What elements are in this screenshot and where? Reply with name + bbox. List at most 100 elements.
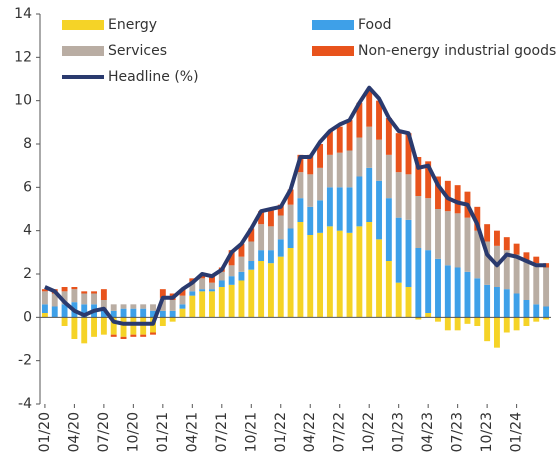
bar-segment [474, 230, 481, 279]
bar-segment [435, 209, 441, 259]
bar-segment [267, 209, 274, 227]
bar-segment [405, 174, 412, 220]
bar-segment [326, 131, 333, 155]
bar-segment [189, 295, 196, 318]
bar-segment [71, 289, 78, 303]
bar-segment [169, 310, 176, 318]
y-tick-label: -4 [18, 396, 32, 412]
bar-segment [140, 334, 147, 337]
bar-segment [297, 198, 304, 222]
bar-segment [415, 157, 422, 196]
bar-segment [454, 267, 461, 318]
bar-segment [523, 300, 530, 318]
bar-segment [474, 206, 481, 231]
bar-segment [228, 250, 235, 266]
x-tick-label: 01/23 [391, 412, 407, 452]
y-tick-label: 8 [23, 136, 32, 152]
bar-segment [110, 334, 117, 337]
x-tick-label: 01/24 [509, 412, 525, 452]
bar-segment [385, 154, 392, 199]
x-tick-label: 10/23 [479, 412, 495, 452]
bar-segment [454, 317, 461, 331]
bar-segment [159, 317, 166, 326]
bar-segment [405, 133, 412, 175]
bar-segment [435, 258, 441, 318]
bar-segment [238, 271, 245, 281]
bar-segment [140, 317, 147, 335]
bar-segment [248, 241, 255, 261]
bar-segment [277, 215, 284, 240]
bar-segment [81, 293, 88, 305]
bar-segment [258, 250, 265, 261]
bar-segment [100, 317, 107, 335]
bar-segment [150, 304, 156, 311]
bar-segment [51, 306, 58, 318]
bar-segment [179, 289, 186, 296]
bar-segment [395, 133, 402, 173]
bar-segment [209, 282, 215, 290]
bar-segment [130, 317, 137, 335]
bar-segment [376, 239, 382, 318]
bar-segment [100, 308, 107, 318]
bar-segment [336, 187, 343, 231]
bar-segment [209, 291, 215, 318]
bar-segment [199, 289, 206, 292]
bar-segment [199, 291, 206, 318]
bar-segment [326, 226, 333, 318]
bar-segment [366, 167, 373, 222]
x-tick-label: 10/22 [361, 412, 377, 452]
bar-segment [218, 287, 225, 318]
bar-segment [326, 187, 333, 227]
bar-segment [513, 243, 520, 255]
bar-segment [366, 89, 373, 127]
y-tick-label: 10 [14, 93, 32, 109]
bar-segment [503, 289, 510, 318]
bar-segment [61, 317, 68, 326]
legend-label: Services [108, 43, 167, 59]
bar-segment [267, 250, 274, 264]
x-tick-label: 04/21 [184, 412, 200, 452]
bar-segment [503, 250, 510, 290]
bar-segment [209, 289, 215, 292]
bar-segment [376, 180, 382, 240]
bar-segment [189, 282, 196, 292]
bar-segment [199, 278, 206, 290]
bar-segment [267, 263, 274, 318]
bar-segment [120, 317, 127, 337]
bar-segment [425, 198, 432, 251]
bar-segment [307, 154, 314, 175]
bar-segment [415, 317, 422, 320]
bar-segment [258, 224, 265, 251]
bar-segment [395, 282, 402, 318]
bar-segment [435, 317, 441, 322]
bar-segment [91, 291, 97, 294]
bar-segment [110, 304, 117, 311]
bar-segment [228, 284, 235, 318]
legend-label: Headline (%) [108, 69, 199, 85]
bar-segment [41, 304, 48, 313]
bar-segment [405, 219, 412, 287]
bar-segment [494, 230, 500, 246]
bar-segment [543, 306, 550, 318]
x-tick-label: 10/21 [243, 412, 259, 452]
bar-segment [179, 308, 186, 318]
bar-segment [484, 284, 491, 318]
bar-segment [120, 304, 127, 309]
bar-segment [533, 256, 540, 264]
bar-segment [179, 304, 186, 309]
bar-segment [425, 250, 432, 313]
bar-segment [297, 222, 304, 318]
bar-segment [356, 226, 363, 318]
bar-segment [435, 176, 441, 209]
bar-segment [415, 196, 422, 248]
bar-segment [385, 118, 392, 155]
x-tick-label: 04/23 [420, 412, 436, 452]
legend-label: Energy [108, 17, 157, 33]
bar-segment [248, 261, 255, 270]
bar-segment [444, 211, 451, 266]
bar-segment [474, 278, 481, 318]
bar-segment [543, 317, 550, 320]
bar-segment [61, 287, 68, 292]
bar-segment [248, 269, 255, 318]
bar-segment [267, 226, 274, 251]
